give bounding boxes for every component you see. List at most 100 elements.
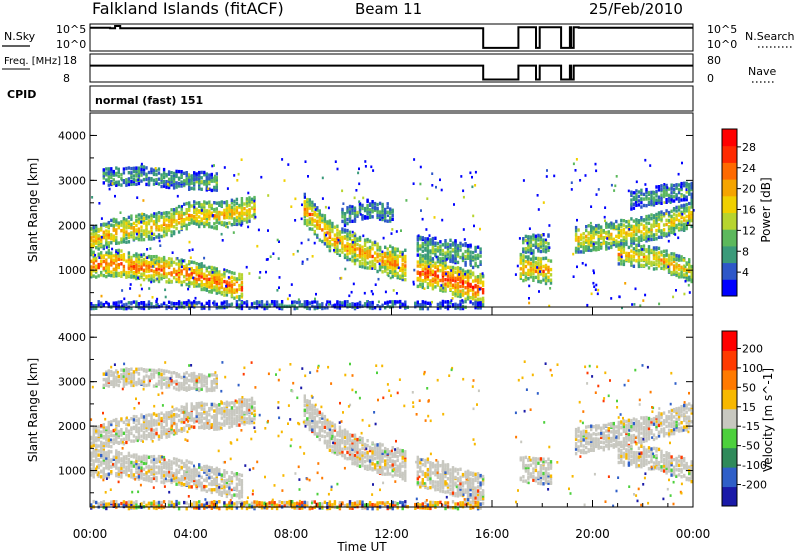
power-cell bbox=[167, 185, 171, 190]
velocity-cell bbox=[115, 473, 118, 478]
power-cell bbox=[164, 295, 167, 299]
velocity-cell bbox=[132, 414, 136, 419]
velocity-cell bbox=[162, 465, 166, 470]
power-cell bbox=[685, 195, 688, 199]
power-cell bbox=[177, 276, 181, 281]
power-cell bbox=[445, 272, 448, 276]
velocity-cell bbox=[215, 413, 218, 417]
power-cell bbox=[351, 246, 354, 251]
velocity-cell bbox=[223, 411, 226, 415]
power-cell bbox=[685, 181, 688, 185]
velocity-cell bbox=[95, 445, 98, 449]
power-cell bbox=[524, 259, 528, 264]
power-cell bbox=[590, 248, 593, 253]
power-cell bbox=[539, 279, 543, 284]
power-cell bbox=[446, 249, 450, 253]
power-cell bbox=[177, 215, 181, 220]
power-cell bbox=[132, 182, 136, 186]
velocity-cell bbox=[117, 432, 120, 436]
power-cell bbox=[303, 218, 306, 222]
power-cell bbox=[595, 283, 598, 287]
power-cell bbox=[215, 306, 218, 310]
power-cell bbox=[386, 247, 389, 251]
power-cell bbox=[454, 239, 457, 243]
power-cell bbox=[680, 181, 683, 186]
power-cell bbox=[90, 272, 93, 276]
power-cell bbox=[195, 177, 198, 181]
velocity-cell bbox=[203, 411, 206, 415]
power-cell bbox=[424, 264, 427, 268]
power-cell bbox=[172, 230, 176, 234]
power-cell bbox=[421, 306, 424, 311]
power-cell bbox=[672, 223, 676, 227]
power-cell bbox=[100, 262, 103, 266]
power-cell bbox=[215, 283, 218, 288]
power-cell bbox=[296, 306, 299, 310]
power-cell bbox=[97, 240, 100, 245]
power-cell bbox=[140, 287, 143, 291]
velocity-cell bbox=[145, 417, 148, 421]
power-cell bbox=[424, 255, 427, 260]
power-cell bbox=[434, 253, 437, 257]
power-cell bbox=[421, 245, 424, 249]
power-cell bbox=[685, 202, 688, 207]
power-cell bbox=[416, 264, 419, 268]
power-cell bbox=[353, 196, 356, 200]
power-cell bbox=[102, 171, 105, 176]
power-cell bbox=[265, 270, 267, 274]
power-cell bbox=[444, 245, 447, 249]
power-cell bbox=[529, 257, 533, 261]
velocity-cell bbox=[142, 467, 146, 471]
power-cell bbox=[640, 234, 643, 238]
power-cell bbox=[358, 246, 362, 250]
power-cell bbox=[203, 173, 206, 177]
power-cell bbox=[381, 265, 384, 269]
power-cell bbox=[177, 266, 181, 271]
velocity-cell bbox=[125, 430, 128, 434]
power-cell bbox=[469, 256, 472, 261]
power-cell bbox=[384, 259, 387, 263]
velocity-cell bbox=[157, 412, 161, 417]
power-cell bbox=[102, 273, 105, 278]
power-cell bbox=[534, 275, 538, 280]
power-cell bbox=[677, 222, 681, 226]
velocity-cell bbox=[107, 449, 110, 454]
power-cell bbox=[293, 300, 296, 304]
power-cell bbox=[132, 237, 136, 241]
power-cell bbox=[416, 238, 419, 242]
power-cell bbox=[215, 210, 218, 215]
power-cell bbox=[155, 178, 158, 182]
power-cell bbox=[647, 237, 650, 241]
power-cell bbox=[459, 299, 462, 304]
power-cell bbox=[454, 245, 457, 249]
power-cell bbox=[394, 254, 397, 259]
power-cell bbox=[688, 258, 691, 262]
power-cell bbox=[537, 242, 540, 247]
velocity-cell bbox=[162, 481, 166, 485]
power-cell bbox=[107, 248, 110, 253]
power-cell bbox=[200, 262, 203, 266]
power-cell bbox=[267, 194, 270, 197]
power-cell bbox=[675, 223, 678, 228]
power-cell bbox=[634, 287, 637, 291]
power-cell bbox=[522, 262, 525, 266]
velocity-cell bbox=[135, 419, 138, 423]
velocity-cell bbox=[140, 459, 143, 463]
power-cell bbox=[366, 237, 369, 242]
power-cell bbox=[605, 247, 608, 251]
velocity-cell bbox=[127, 431, 131, 435]
velocity-cell bbox=[230, 408, 234, 412]
velocity-cell bbox=[208, 423, 211, 428]
power-cell bbox=[130, 255, 133, 260]
power-cell bbox=[538, 290, 540, 293]
power-cell bbox=[212, 301, 215, 305]
power-cell bbox=[640, 191, 643, 195]
power-cell bbox=[371, 247, 374, 251]
power-cell bbox=[227, 276, 230, 279]
velocity-cell bbox=[190, 404, 193, 408]
power-cell bbox=[358, 200, 361, 203]
power-cell bbox=[655, 259, 658, 263]
power-cell bbox=[272, 252, 275, 255]
power-cell bbox=[110, 255, 113, 259]
power-cell bbox=[469, 282, 472, 287]
